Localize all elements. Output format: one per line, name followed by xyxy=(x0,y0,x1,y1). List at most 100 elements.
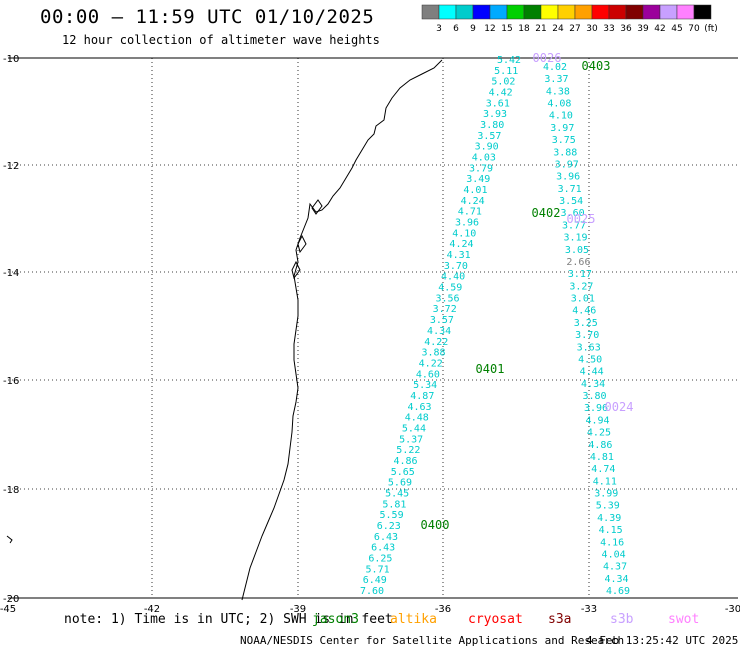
colorbar-swatch xyxy=(506,4,525,20)
coast-islands xyxy=(291,199,323,280)
bay-inlet xyxy=(291,199,323,280)
wave-height-value: 4.87 xyxy=(410,391,434,402)
wave-height-value: 4.24 xyxy=(449,239,473,250)
wave-height-value: 3.63 xyxy=(577,342,601,353)
map-title: 00:00 – 11:59 UTC 01/10/2025 xyxy=(40,6,375,28)
wave-height-value: 4.04 xyxy=(602,549,626,560)
satellite-legend-item: s3a xyxy=(548,612,572,627)
wave-height-value: 5.02 xyxy=(491,77,515,88)
lat-tick-label: -12 xyxy=(3,161,19,172)
colorbar-swatch xyxy=(642,4,661,20)
wave-height-value: 4.22 xyxy=(419,358,443,369)
wave-height-value: 4.03 xyxy=(472,153,496,164)
wave-height-value: 4.71 xyxy=(458,207,482,218)
wave-height-value: 6.43 xyxy=(374,532,398,543)
wave-height-value: 4.34 xyxy=(581,379,605,390)
track-id-labels: 0403 0402 0401 0400 0026 0025 0024 xyxy=(421,51,634,532)
colorbar-label: (ft) xyxy=(704,24,718,34)
lon-tick-label: -42 xyxy=(144,604,160,615)
footnote: note: 1) Time is in UTC; 2) SWH is in fe… xyxy=(64,612,393,627)
wave-height-value: 6.23 xyxy=(377,521,401,532)
wave-height-value: 4.50 xyxy=(578,354,602,365)
colorbar-swatch xyxy=(523,4,542,20)
lat-tick-label: -16 xyxy=(3,376,19,387)
wave-height-value: 3.57 xyxy=(477,131,501,142)
wave-height-value: 5.59 xyxy=(380,510,404,521)
wave-height-value: 4.08 xyxy=(547,99,571,110)
colorbar-swatch xyxy=(676,4,695,20)
wave-height-value: 3.96 xyxy=(556,172,580,183)
track-id-label: 0403 xyxy=(582,59,611,73)
wave-height-value: 3.80 xyxy=(480,120,504,131)
wave-height-value: 3.70 xyxy=(444,261,468,272)
wave-height-value: 3.88 xyxy=(553,147,577,158)
colorbar-swatch xyxy=(693,4,712,20)
lat-tick-label: -18 xyxy=(3,485,19,496)
wave-height-value: 4.37 xyxy=(603,562,627,573)
colorbar-label: 9 xyxy=(470,24,476,34)
colorbar-label: 30 xyxy=(586,24,598,34)
wave-height-value: 3.01 xyxy=(571,294,595,305)
wave-height-value: 3.37 xyxy=(544,74,568,85)
wave-height-value: 4.22 xyxy=(424,337,448,348)
wave-height-value: 4.44 xyxy=(580,367,604,378)
wave-height-value: 4.34 xyxy=(427,326,451,337)
wave-height-value: 3.96 xyxy=(584,403,608,414)
wave-height-value: 6.43 xyxy=(371,543,395,554)
colorbar-label: 6 xyxy=(453,24,459,34)
colorbar-swatch xyxy=(625,4,644,20)
wave-height-value: 5.81 xyxy=(382,499,406,510)
wave-height-value: 3.90 xyxy=(475,142,499,153)
wave-height-value: 3.93 xyxy=(483,109,507,120)
wave-height-value: 4.74 xyxy=(591,464,615,475)
colorbar-label: 24 xyxy=(552,24,564,34)
wave-height-value: 3.25 xyxy=(574,318,598,329)
wave-height-value: 6.25 xyxy=(368,553,392,564)
colorbar-swatch xyxy=(540,4,559,20)
colorbar-label: 36 xyxy=(620,24,632,34)
colorbar-label: 15 xyxy=(501,24,512,34)
wave-height-value: 5.69 xyxy=(388,478,412,489)
wave-height-value: 4.40 xyxy=(441,272,465,283)
wave-height-value: 5.42 xyxy=(497,55,521,66)
satellite-legend-item: altika xyxy=(390,612,437,627)
track-id-label: 0025 xyxy=(567,212,596,226)
wave-height-value: 3.77 xyxy=(562,220,586,231)
lat-tick-label: -14 xyxy=(3,268,19,279)
lon-tick-label: -30 xyxy=(725,604,740,615)
wave-height-value: 3.19 xyxy=(563,233,587,244)
track-id-label: 0401 xyxy=(476,362,505,376)
colorbar-legend: 3 6 9 12 15 18 21 24 27 30 33 36 39 42 45 70 (ft) xyxy=(421,4,718,34)
wave-height-value: 4.34 xyxy=(604,574,628,585)
wave-height-value: 3.72 xyxy=(433,304,457,315)
satellite-legend-item: cryosat xyxy=(468,612,523,627)
colorbar-label: 42 xyxy=(654,24,665,34)
colorbar-swatch xyxy=(659,4,678,20)
track-id-label: 0400 xyxy=(421,518,450,532)
wave-height-value: 3.97 xyxy=(555,159,579,170)
wave-height-value: 7.60 xyxy=(360,586,384,597)
wave-height-value: 4.31 xyxy=(447,250,471,261)
wave-height-value: 4.86 xyxy=(588,440,612,451)
coastline xyxy=(241,59,443,601)
track-id-label: 0026 xyxy=(533,51,562,65)
wave-height-value: 4.42 xyxy=(489,88,513,99)
small-island xyxy=(6,535,13,544)
wave-height-value: 4.11 xyxy=(593,476,617,487)
wave-height-value: 5.22 xyxy=(396,445,420,456)
wave-height-value: 4.60 xyxy=(416,369,440,380)
wave-height-value: 3.05 xyxy=(565,245,589,256)
wave-height-value: 3.88 xyxy=(421,348,445,359)
colorbar-label: 33 xyxy=(603,24,614,34)
wave-height-value: 4.39 xyxy=(597,513,621,524)
wave-height-value: 3.56 xyxy=(435,293,459,304)
wave-height-value: 3.96 xyxy=(455,218,479,229)
footer-timestamp: 4 Feb 13:25:42 UTC 2025 xyxy=(586,634,739,647)
wave-height-value: 3.17 xyxy=(568,269,592,280)
wave-height-value: 4.81 xyxy=(590,452,614,463)
colorbar-label: 70 xyxy=(688,24,700,34)
track-id-label: 0024 xyxy=(605,400,634,414)
wave-height-value: 3.70 xyxy=(575,330,599,341)
wave-height-value: 5.37 xyxy=(399,434,423,445)
